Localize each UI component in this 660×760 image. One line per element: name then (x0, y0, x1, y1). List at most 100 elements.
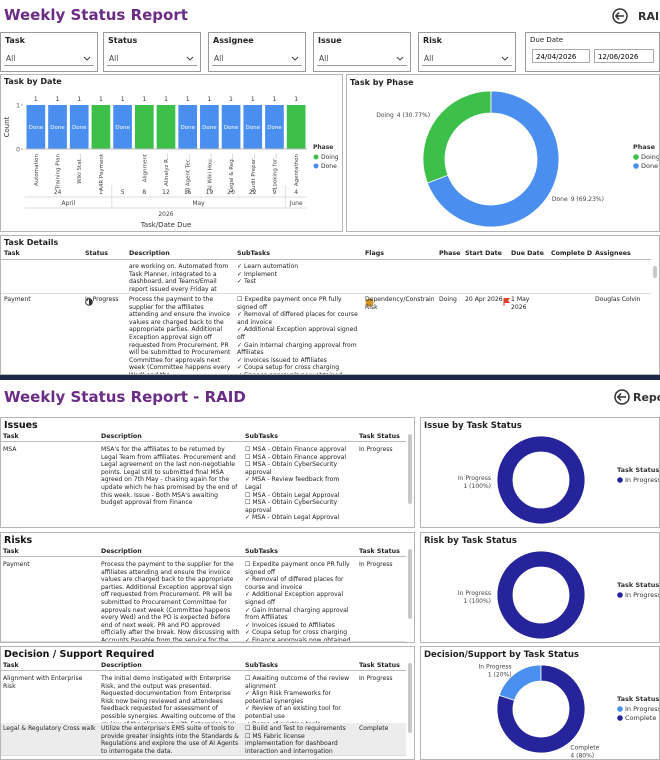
scrollbar[interactable] (408, 549, 412, 619)
subtask: ✓ Implement (237, 270, 278, 278)
bar (156, 105, 176, 149)
column-header: SubTasks (237, 250, 270, 257)
subtask: ✓ Invoices issued to Affiliates (245, 621, 335, 629)
chevron (396, 56, 404, 61)
subtask: ✓ Invoices issued to Affiliates (237, 356, 327, 364)
year-label: 2026 (158, 211, 173, 218)
subtask: ✓ Coupa setup for cross charging (245, 629, 348, 637)
due-date-filter[interactable]: Due Date 24/04/2026 12/06/2026 (525, 32, 660, 72)
column-header: Task (3, 548, 19, 555)
subtask: ☐ Build and Test to requirements (245, 725, 346, 732)
column-header: Status (85, 250, 109, 257)
task-by-phase-panel: Task by Phase Doing 4 (30.77%) Done 9 (69.23… (346, 74, 660, 232)
separator (0, 375, 660, 380)
bar-value-label: 1 (142, 96, 146, 103)
bar (69, 105, 89, 149)
data-label: Complete 4 (80%) (570, 744, 599, 759)
column-header: Task Status (359, 433, 400, 440)
header-rule (1, 441, 406, 442)
filter-value[interactable]: All (317, 52, 407, 66)
column-header: Description (101, 548, 142, 555)
table-cell: In Progress (359, 446, 393, 453)
filter-label: Risk (423, 36, 442, 45)
filter-label: Due Date (530, 36, 564, 44)
date-from[interactable]: 24/04/2026 (532, 49, 590, 63)
bar-value-label: 1 (56, 96, 60, 103)
back-button[interactable] (612, 8, 628, 24)
filter-value[interactable]: All (212, 52, 302, 66)
label-value: 4 (80%) (570, 752, 594, 759)
filter-value[interactable]: All (107, 52, 197, 66)
filter-value-text: All (109, 54, 119, 63)
bar (178, 105, 198, 149)
issue-status-panel: Issue by Task Status In Progress 1 (100%) T… (420, 417, 660, 528)
bar (265, 105, 284, 149)
scrollbar[interactable] (653, 266, 657, 278)
table-row: Payment In Progress Process the payment to… (1, 294, 651, 374)
label-category: In Progress (479, 664, 512, 671)
chevron-path (291, 56, 299, 61)
label-value: 1 (100%) (463, 483, 491, 490)
bar (286, 105, 306, 149)
filter[interactable]: Task All (0, 32, 98, 72)
bar-chart: Task by Date Count 0 1 1 1 1 1 1 Done 1 Done 1 Done 1 D… (3, 77, 339, 229)
column-header: Complete Date (551, 250, 592, 257)
data-label: In Progress 1 (20%) (479, 664, 512, 679)
x-tick-label: AI Wiki Hou... (207, 154, 213, 191)
legend-title: Phase (313, 144, 333, 151)
day-label: 24 (54, 189, 62, 196)
day-label: 15 (184, 189, 192, 196)
legend-label: In Progress (625, 476, 659, 484)
report-nav[interactable]: Report (633, 391, 660, 404)
filter[interactable]: Assignee All (208, 32, 306, 72)
date-to[interactable]: 12/06/2026 (594, 49, 654, 63)
x-tick-label: Training Plan (56, 153, 62, 190)
filter[interactable]: Status All (103, 32, 201, 72)
report-title: Weekly Status Report (4, 6, 188, 24)
month-label: April (62, 200, 76, 207)
data-label: In Progress 1 (100%) (458, 475, 491, 490)
subtask: ✓ Finance approvals now obtained (237, 372, 360, 374)
raid-nav[interactable]: RAID (638, 10, 660, 23)
column-header: SubTasks (245, 548, 278, 555)
column-header: SubTasks (245, 662, 278, 669)
subtask: ☐ MSA - Obtain Finance approval (245, 453, 347, 461)
header-rule (1, 670, 406, 671)
filter-value[interactable]: All (4, 52, 94, 66)
table-cell: Payment (4, 296, 31, 303)
bar-inner-label: Done (72, 125, 87, 131)
filter[interactable]: Risk All (418, 32, 516, 72)
subtask: ✓ Demo of existing tools (245, 721, 354, 723)
donut-segment (422, 90, 492, 184)
legend-swatch (313, 163, 319, 169)
chart-title: Issue by Task Status (424, 421, 522, 431)
table-cell: In Progress (359, 675, 393, 682)
table-cell: ☐ Build and Test to requirements ☐ MS Fab… (245, 725, 354, 755)
bar-inner-label: Done (246, 125, 261, 131)
filter-value[interactable]: All (422, 52, 512, 66)
label-category: In Progress (458, 475, 491, 482)
filter-value-text: All (424, 54, 434, 63)
chevron-path (501, 56, 509, 61)
chevron (501, 56, 509, 61)
filter[interactable]: Issue All (313, 32, 411, 72)
bar (48, 105, 67, 149)
legend-title: Phase (633, 143, 656, 151)
table-cell: Utilize the enterprise's EMS suite of to… (101, 725, 239, 755)
table-cell: In Progress (85, 296, 119, 303)
chevron-path (186, 56, 194, 61)
column-header: Task (3, 662, 19, 669)
chevron-path (396, 56, 404, 61)
x-tick-label: Automation (34, 153, 40, 186)
scrollbar[interactable] (408, 663, 412, 733)
label-category: Complete (570, 744, 599, 751)
bar (134, 105, 154, 149)
back-button[interactable] (614, 389, 630, 405)
scrollbar[interactable] (408, 434, 412, 504)
section-title: Risks (4, 535, 33, 546)
bar-value-label: 1 (186, 96, 190, 103)
column-header: Phase (439, 250, 461, 257)
